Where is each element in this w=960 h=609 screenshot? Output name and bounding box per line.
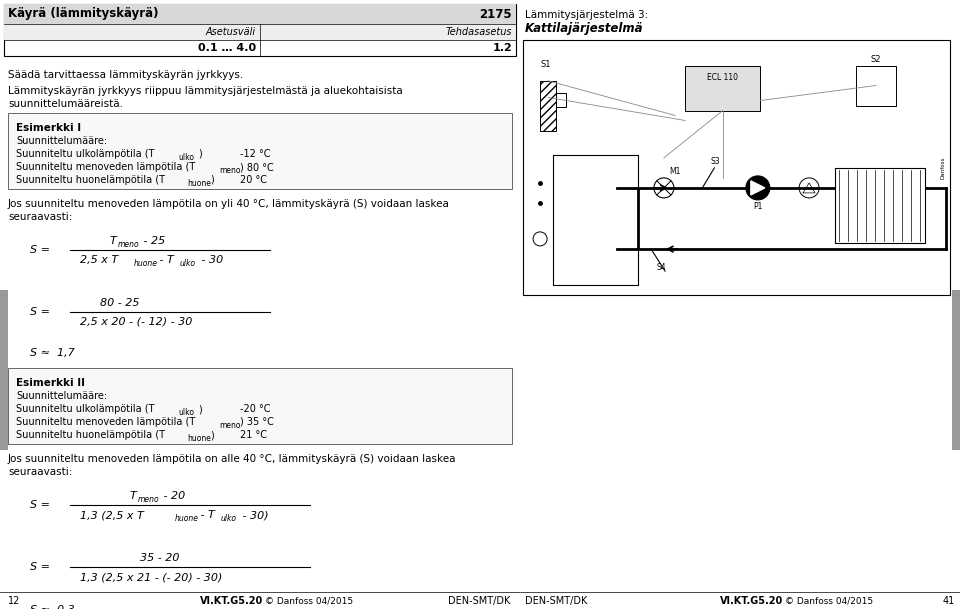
Text: S =: S = (30, 562, 50, 572)
Text: meno: meno (219, 166, 241, 175)
Text: ) 80 °C: ) 80 °C (240, 162, 274, 172)
Text: Suunnittelumääre:: Suunnittelumääre: (16, 391, 108, 401)
Text: seuraavasti:: seuraavasti: (8, 467, 72, 477)
Text: Jos suunniteltu menoveden lämpötila on yli 40 °C, lämmityskäyrä (S) voidaan lask: Jos suunniteltu menoveden lämpötila on y… (8, 199, 450, 209)
Text: Suunnittelumääre:: Suunnittelumääre: (16, 136, 108, 146)
Bar (8, 368, 512, 444)
Bar (0, 290, 8, 450)
Text: Suunniteltu huonelämpötila (T: Suunniteltu huonelämpötila (T (16, 430, 165, 440)
Bar (834, 167, 924, 242)
Text: S1: S1 (540, 60, 551, 69)
Text: Suunniteltu menoveden lämpötila (T: Suunniteltu menoveden lämpötila (T (16, 162, 195, 172)
Text: 12: 12 (8, 596, 20, 606)
Text: P1: P1 (754, 202, 762, 211)
Bar (685, 66, 760, 110)
Text: © Danfoss 04/2015: © Danfoss 04/2015 (785, 596, 874, 605)
Text: -12 °C: -12 °C (240, 149, 271, 159)
Text: - 20: - 20 (160, 491, 185, 501)
Text: meno: meno (118, 240, 139, 249)
Text: VI.KT.G5.20: VI.KT.G5.20 (720, 596, 783, 606)
Text: S =: S = (30, 307, 50, 317)
Text: Suunniteltu menoveden lämpötila (T: Suunniteltu menoveden lämpötila (T (16, 417, 195, 427)
Text: 41: 41 (943, 596, 955, 606)
Text: ): ) (210, 175, 214, 185)
Text: - 30): - 30) (239, 510, 269, 520)
Text: VI.KT.G5.20: VI.KT.G5.20 (200, 596, 263, 606)
Text: seuraavasti:: seuraavasti: (8, 212, 72, 222)
Bar (523, 40, 950, 295)
Text: Lämmitysjärjestelmä 3:: Lämmitysjärjestelmä 3: (525, 10, 648, 20)
Text: Danfoss: Danfoss (940, 157, 945, 178)
Bar (540, 81, 556, 131)
Bar (952, 290, 960, 450)
Text: S4: S4 (656, 263, 665, 272)
Text: Esimerkki I: Esimerkki I (16, 123, 82, 133)
Text: ulko: ulko (180, 259, 196, 268)
Text: ulko: ulko (221, 514, 237, 523)
Text: S3: S3 (710, 157, 720, 166)
Text: - T: - T (197, 510, 215, 520)
Text: Asetusväli: Asetusväli (205, 27, 256, 37)
Bar (553, 155, 637, 285)
Text: Suunniteltu huonelämpötila (T: Suunniteltu huonelämpötila (T (16, 175, 165, 185)
Text: ulko: ulko (178, 153, 194, 162)
Text: Suunniteltu ulkolämpötila (T: Suunniteltu ulkolämpötila (T (16, 404, 155, 414)
Text: 21 °C: 21 °C (240, 430, 267, 440)
Text: 80 - 25: 80 - 25 (100, 298, 139, 308)
Text: huone: huone (187, 179, 211, 188)
Text: huone: huone (175, 514, 199, 523)
Text: Kattilajärjestelmä: Kattilajärjestelmä (525, 22, 643, 35)
Text: ulko: ulko (178, 408, 194, 417)
Text: ): ) (210, 430, 214, 440)
Text: ): ) (198, 149, 202, 159)
Text: T: T (110, 236, 117, 246)
Bar (8, 113, 512, 189)
Text: suunnittelumääreistä.: suunnittelumääreistä. (8, 99, 123, 109)
Text: T: T (130, 491, 136, 501)
Text: S2: S2 (871, 54, 881, 63)
Text: - T: - T (156, 255, 174, 265)
Text: Säädä tarvittaessa lämmityskäyrän jyrkkyys.: Säädä tarvittaessa lämmityskäyrän jyrkky… (8, 70, 243, 80)
Text: 35 - 20: 35 - 20 (140, 553, 180, 563)
Text: M1: M1 (669, 167, 681, 176)
Text: meno: meno (219, 421, 241, 430)
Circle shape (746, 176, 770, 200)
Bar (556, 93, 566, 107)
Text: 0.1 … 4.0: 0.1 … 4.0 (198, 43, 256, 53)
Text: © Danfoss 04/2015: © Danfoss 04/2015 (265, 596, 353, 605)
Text: ): ) (198, 404, 202, 414)
Text: Suunniteltu ulkolämpötila (T: Suunniteltu ulkolämpötila (T (16, 149, 155, 159)
Bar (856, 66, 896, 105)
Text: S ≈  0,3: S ≈ 0,3 (30, 605, 75, 609)
Polygon shape (751, 181, 765, 195)
Text: meno: meno (138, 495, 159, 504)
Text: Tehdasasetus: Tehdasasetus (445, 27, 512, 37)
Text: Käyrä (lämmityskäyrä): Käyrä (lämmityskäyrä) (8, 7, 158, 21)
Text: ) 35 °C: ) 35 °C (240, 417, 274, 427)
Text: 2,5 x T: 2,5 x T (80, 255, 118, 265)
Text: 2175: 2175 (479, 7, 512, 21)
Text: huone: huone (187, 434, 211, 443)
Text: -20 °C: -20 °C (240, 404, 271, 414)
Text: S =: S = (30, 245, 50, 255)
Text: ECL 110: ECL 110 (708, 74, 738, 82)
Text: - 30: - 30 (198, 255, 224, 265)
Text: 1,3 (2,5 x T: 1,3 (2,5 x T (80, 510, 144, 520)
Text: Lämmityskäyrän jyrkkyys riippuu lämmitysjärjestelmästä ja aluekohtaisista: Lämmityskäyrän jyrkkyys riippuu lämmitys… (8, 86, 403, 96)
Text: S ≈  1,7: S ≈ 1,7 (30, 348, 75, 358)
Text: - 25: - 25 (140, 236, 165, 246)
Bar (4, 4, 516, 24)
Text: S =: S = (30, 500, 50, 510)
Text: 20 °C: 20 °C (240, 175, 267, 185)
Text: Esimerkki II: Esimerkki II (16, 378, 85, 388)
Text: 2,5 x 20 - (- 12) - 30: 2,5 x 20 - (- 12) - 30 (80, 317, 192, 327)
Text: huone: huone (134, 259, 158, 268)
Text: 1,3 (2,5 x 21 - (- 20) - 30): 1,3 (2,5 x 21 - (- 20) - 30) (80, 572, 223, 582)
Bar (4, 4, 516, 56)
Text: DEN-SMT/DK: DEN-SMT/DK (525, 596, 588, 606)
Text: DEN-SMT/DK: DEN-SMT/DK (447, 596, 510, 606)
Text: Jos suunniteltu menoveden lämpötila on alle 40 °C, lämmityskäyrä (S) voidaan las: Jos suunniteltu menoveden lämpötila on a… (8, 454, 457, 464)
Bar (4, 24, 516, 40)
Text: 1.2: 1.2 (492, 43, 512, 53)
